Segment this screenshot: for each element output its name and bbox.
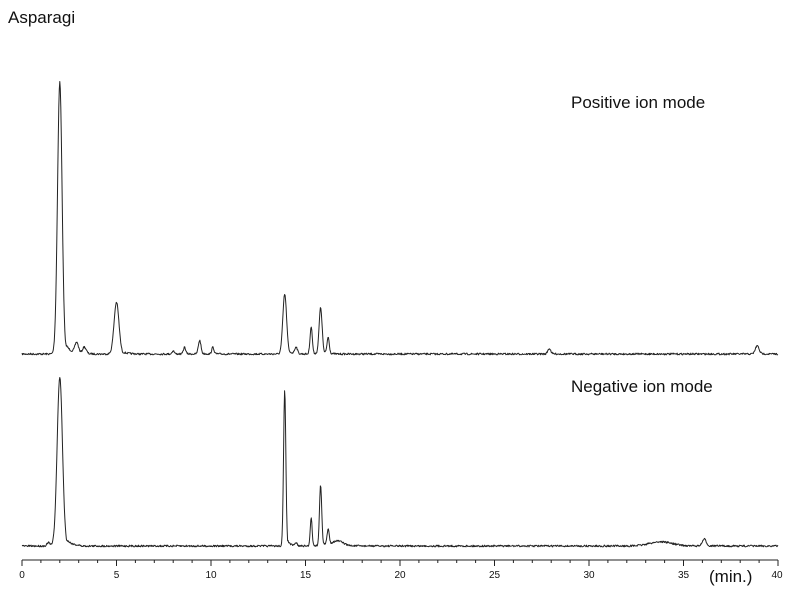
x-axis-ticks: 0 5 10 15 20 25 30 35 40 [19,560,783,581]
x-tick-label: 35 [678,570,690,581]
x-tick-label: 10 [205,570,217,581]
chart-title: Asparagi [8,8,75,27]
series-label-positive: Positive ion mode [571,93,705,112]
x-tick-label: 40 [771,570,783,581]
x-tick-label: 30 [583,570,595,581]
series-line-positive [21,81,779,356]
x-tick-label: 20 [394,570,406,581]
x-tick-label: 0 [19,570,25,581]
series-label-negative: Negative ion mode [571,377,713,396]
series-line-negative [21,377,779,548]
x-tick-label: 15 [300,570,312,581]
x-tick-label: 5 [114,570,120,581]
x-axis-unit-label: (min.) [709,567,752,586]
x-tick-label: 25 [489,570,501,581]
traces [21,81,779,548]
